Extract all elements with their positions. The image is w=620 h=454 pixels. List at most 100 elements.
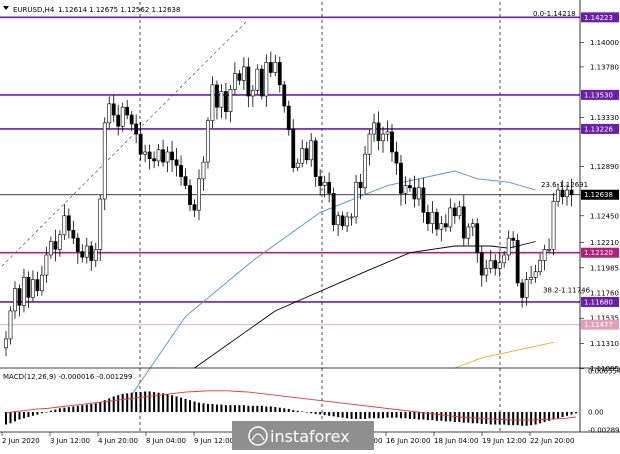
candle-body — [520, 282, 525, 298]
macd-histogram-bar — [323, 412, 326, 416]
macd-histogram-bar — [319, 412, 322, 415]
price-tag-label: 1.13226 — [584, 125, 613, 133]
macd-histogram-bar — [5, 412, 7, 425]
macd-histogram-bar — [417, 412, 420, 420]
candle-body — [318, 176, 323, 186]
candle-body — [31, 279, 35, 298]
macd-histogram-bar — [390, 412, 393, 418]
macd-histogram-bar — [310, 412, 313, 414]
candle-body — [524, 279, 529, 298]
macd-histogram-bar — [485, 412, 488, 424]
macd-histogram-bar — [332, 412, 335, 417]
macd-histogram-bar — [525, 412, 528, 426]
candle-body — [143, 151, 148, 155]
macd-histogram-bar — [287, 408, 290, 413]
time-tick-label: 3 Jun 12:00 — [50, 437, 90, 445]
candle-body — [228, 89, 233, 112]
macd-histogram-bar — [283, 408, 286, 413]
macd-histogram-bar — [117, 395, 120, 413]
candle-body — [237, 73, 242, 81]
macd-histogram-bar — [552, 412, 555, 420]
candle-body — [161, 149, 165, 163]
macd-histogram-bar — [251, 405, 254, 413]
macd-histogram-bar — [408, 412, 411, 419]
candle-body — [372, 122, 376, 135]
price-tick-label: 1.12450 — [590, 212, 619, 220]
candle-body — [565, 189, 569, 198]
candle-body — [282, 84, 287, 107]
candle-body — [57, 234, 62, 250]
candle-body — [569, 189, 574, 195]
candle-body — [291, 129, 296, 168]
macd-histogram-bar — [453, 412, 456, 423]
macd-label: MACD(12,26,9) -0.000016 -0.001299 — [3, 373, 132, 381]
candle-body — [215, 84, 219, 108]
candle-body — [304, 148, 309, 161]
macd-histogram-bar — [260, 405, 263, 413]
candle-body — [174, 159, 179, 166]
price-tag-label: 1.12638 — [584, 191, 613, 199]
macd-histogram-bar — [63, 407, 66, 413]
candle-body — [408, 185, 412, 189]
candle-body — [529, 277, 534, 280]
candle-body — [111, 103, 116, 116]
candle-body — [26, 277, 31, 298]
macd-histogram-bar — [364, 412, 367, 419]
macd-histogram-bar — [548, 412, 551, 421]
macd-histogram-bar — [530, 412, 533, 426]
candle-body — [84, 245, 89, 258]
candle-body — [40, 274, 44, 292]
price-tick-label: 1.11985 — [590, 264, 619, 272]
candle-body — [542, 249, 547, 261]
macd-histogram-bar — [157, 392, 160, 413]
candle-body — [502, 254, 507, 264]
candle-body — [277, 62, 282, 86]
time-tick-label: 16 Jun 20:00 — [386, 437, 430, 445]
candle-body — [493, 260, 498, 269]
candle-body — [295, 162, 300, 168]
macd-histogram-bar — [247, 405, 250, 413]
candle-body — [385, 131, 390, 135]
candle-body — [17, 288, 22, 306]
candle-body — [75, 237, 80, 252]
macd-histogram-bar — [184, 398, 187, 413]
candle-body — [425, 212, 430, 224]
macd-histogram-bar — [435, 412, 438, 421]
dropdown-triangle-icon[interactable] — [3, 6, 9, 10]
macd-histogram-bar — [139, 392, 142, 413]
macd-histogram-bar — [503, 412, 506, 425]
macd-histogram-bar — [99, 402, 102, 413]
macd-histogram-bar — [108, 398, 111, 413]
candle-body — [138, 133, 143, 155]
candle-body — [475, 223, 480, 254]
price-tick-label: 1.13780 — [590, 63, 619, 71]
macd-histogram-bar — [94, 403, 97, 413]
macd-tick-label: 0.00 — [588, 409, 604, 417]
price-tick-label: 1.11310 — [590, 340, 619, 348]
candle-body — [224, 91, 228, 112]
candle-body — [556, 189, 560, 202]
macd-histogram-bar — [413, 412, 416, 419]
macd-histogram-bar — [575, 412, 577, 414]
price-tag-label: 1.14223 — [584, 14, 613, 22]
macd-histogram-bar — [386, 412, 389, 418]
macd-histogram-bar — [220, 404, 223, 413]
price-tag — [581, 12, 619, 23]
candle-body — [354, 181, 358, 218]
candle-body — [188, 185, 192, 205]
candle-body — [98, 198, 103, 250]
price-tag-label: 1.11680 — [584, 298, 613, 306]
candle-body — [403, 185, 408, 194]
macd-histogram-bar — [314, 412, 317, 414]
candle-body — [376, 122, 381, 142]
price-tag-label: 1.12120 — [584, 249, 613, 257]
candle-body — [448, 207, 453, 228]
candle-body — [192, 204, 197, 211]
candle-body — [232, 73, 237, 90]
candle-body — [179, 165, 183, 177]
macd-histogram-bar — [224, 405, 227, 413]
macd-histogram-bar — [202, 403, 205, 413]
macd-histogram-bar — [256, 405, 259, 413]
candle-body — [349, 216, 354, 219]
